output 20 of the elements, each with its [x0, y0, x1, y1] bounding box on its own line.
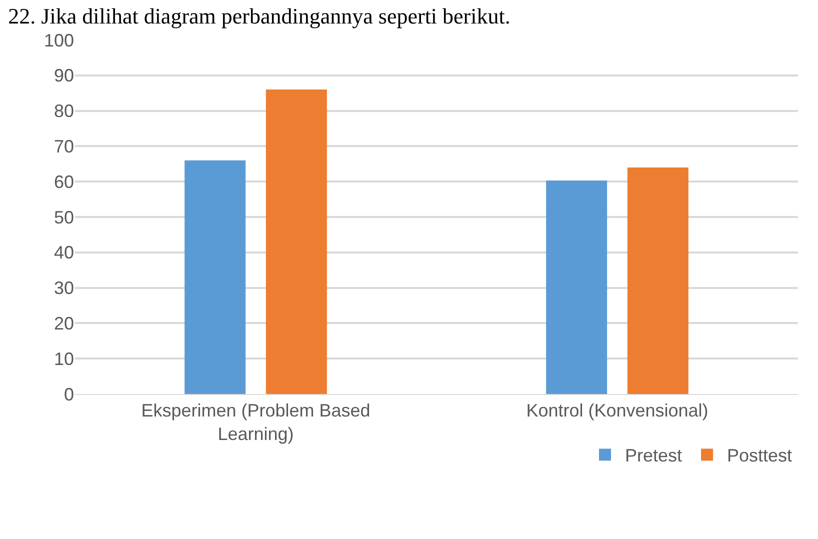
- y-tick-label: 30: [54, 278, 74, 298]
- y-tick-label: 50: [54, 207, 74, 228]
- legend-label: Posttest: [727, 446, 792, 466]
- bar: [627, 167, 688, 394]
- bar: [184, 160, 246, 394]
- y-tick-label: 90: [54, 66, 74, 86]
- bar: [546, 180, 608, 394]
- y-tick-label: 100: [44, 30, 74, 50]
- y-tick-label: 40: [54, 242, 74, 263]
- chart-title: 22. Jika dilihat diagram perbandingannya seperti berikut.: [8, 3, 510, 28]
- y-tick-label: 10: [54, 348, 74, 369]
- y-tick-label: 20: [54, 314, 74, 334]
- y-tick-label: 80: [54, 101, 74, 122]
- y-tick-label: 60: [54, 172, 74, 192]
- y-tick-label: 0: [64, 384, 74, 404]
- bar: [266, 90, 327, 394]
- y-tick-label: 70: [54, 136, 74, 156]
- x-tick-label: Kontrol (Konvensional): [526, 400, 708, 421]
- legend-label: Pretest: [625, 446, 682, 466]
- x-tick-label: Eksperimen (Problem Based Learning): [141, 400, 370, 444]
